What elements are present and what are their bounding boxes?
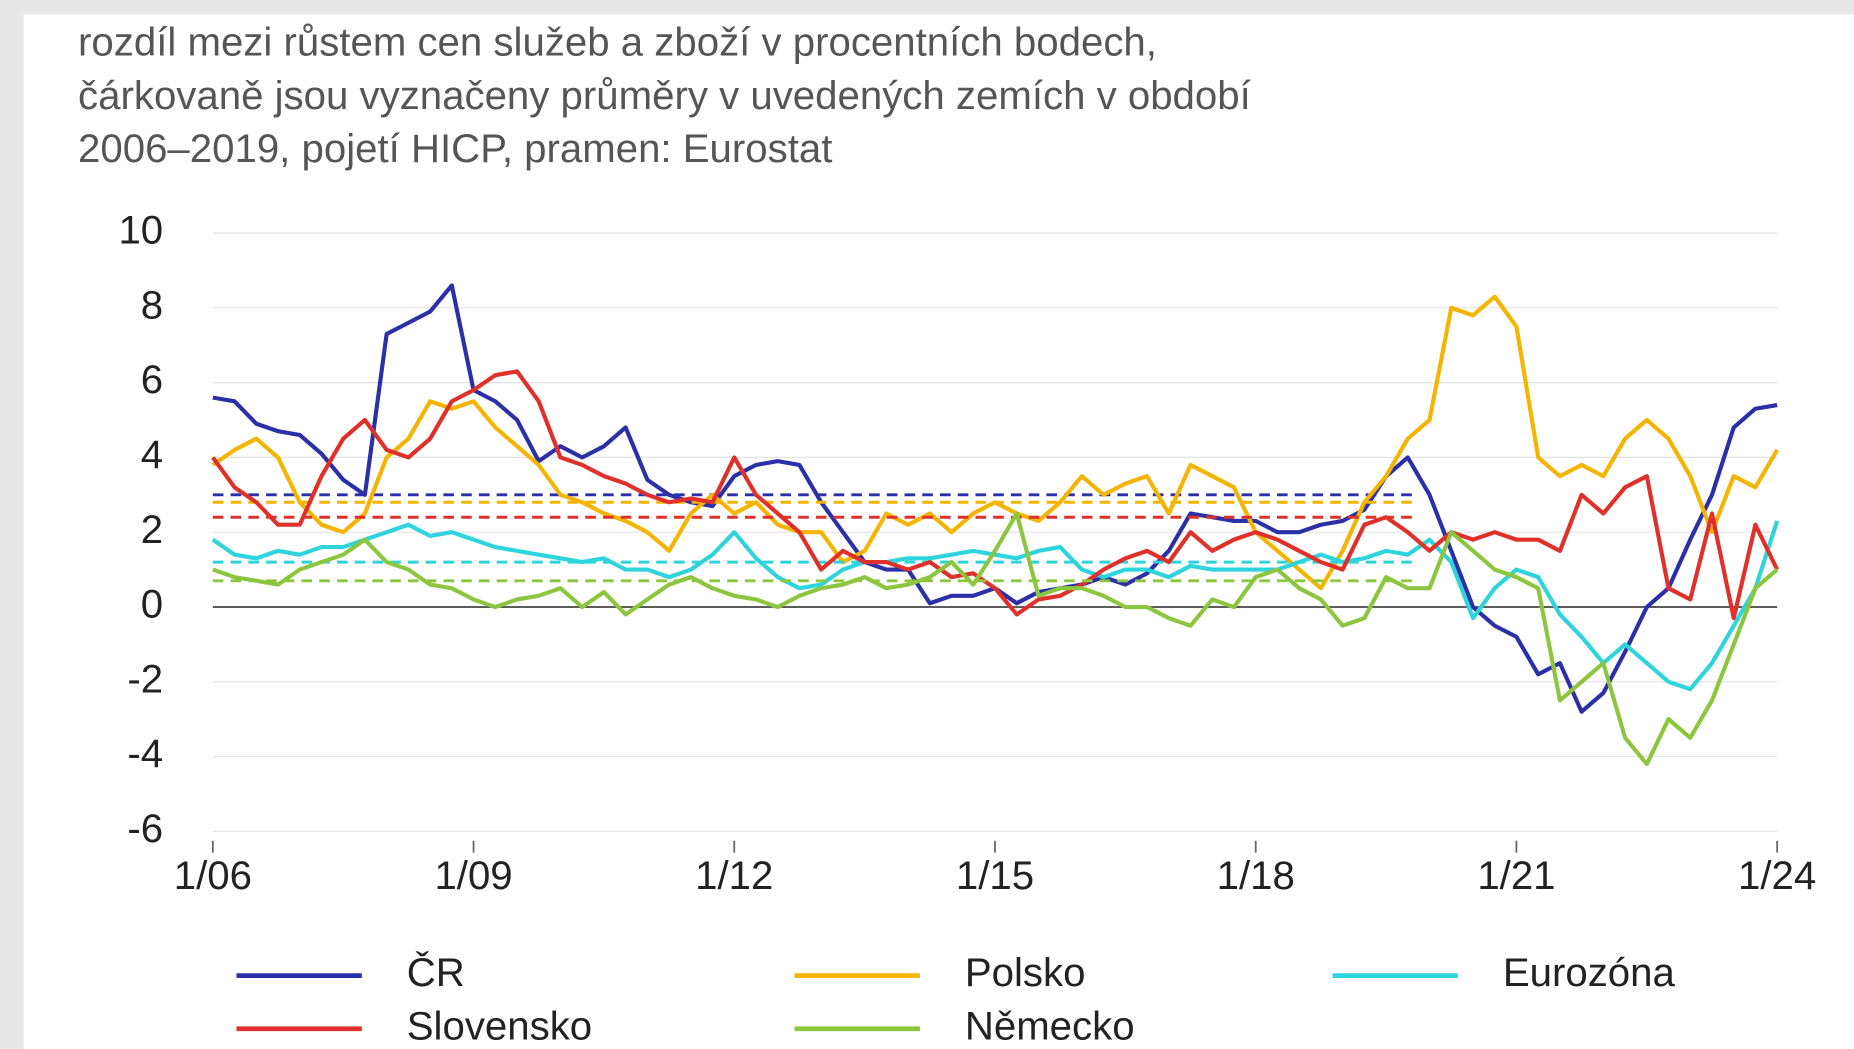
side-strip [0,0,24,1049]
top-strip [0,0,1854,15]
y-tick-label: -2 [127,656,163,701]
legend-label: Polsko [965,950,1086,995]
y-tick-label: 10 [118,208,163,253]
x-tick-label: 1/12 [695,853,773,898]
legend-label: Eurozóna [1503,950,1676,995]
y-tick-label: -6 [127,806,163,851]
legend-label: ČR [407,950,465,995]
series-line [211,369,1780,621]
legend-label: Německo [965,1003,1135,1048]
x-tick-label: 1/06 [174,853,252,898]
series-line [211,294,1779,591]
x-tick-label: 1/18 [1217,853,1295,898]
title-line: čárkovaně jsou vyznačeny průměry v uvede… [78,73,1251,118]
y-tick-label: -4 [127,731,163,776]
x-tick-label: 1/21 [1477,853,1555,898]
x-tick-label: 1/09 [434,853,512,898]
y-tick-label: 0 [141,582,163,627]
x-tick-label: 1/15 [956,853,1034,898]
legend-label: Slovensko [407,1003,592,1048]
y-tick-label: 2 [141,507,163,552]
title-line: 2006–2019, pojetí HICP, pramen: Eurostat [78,126,832,171]
y-tick-label: 6 [141,357,163,402]
title-line: rozdíl mezi růstem cen služeb a zboží v … [78,20,1157,65]
x-tick-label: 1/24 [1738,853,1816,898]
y-tick-label: 4 [141,432,163,477]
y-tick-label: 8 [141,282,163,327]
series-line [212,511,1779,767]
